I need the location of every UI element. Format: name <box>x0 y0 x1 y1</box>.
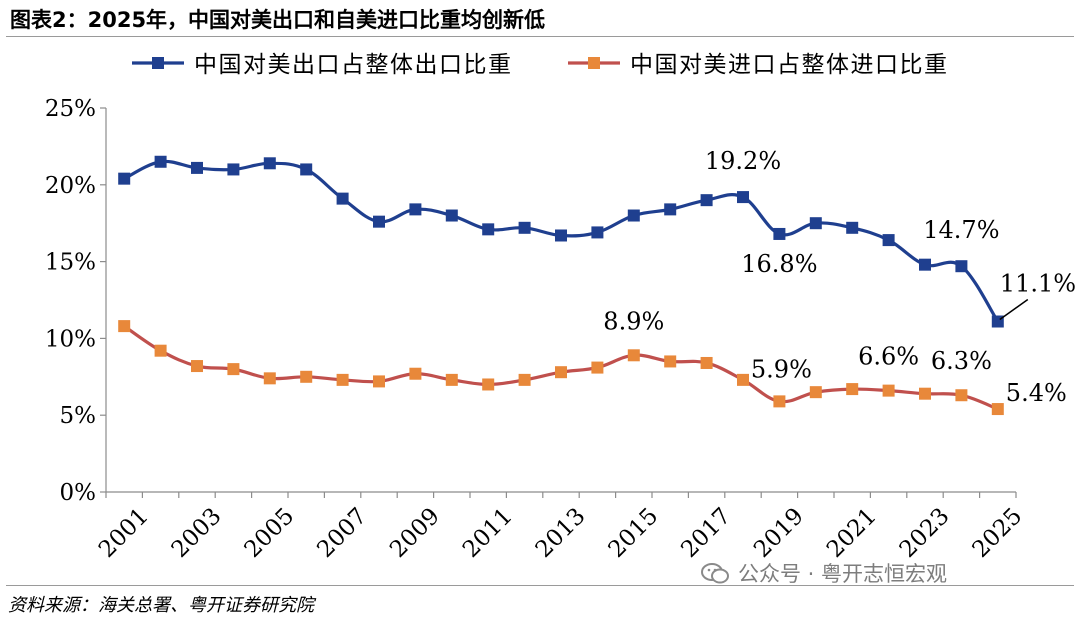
series-2-point <box>227 363 240 376</box>
series-2-point <box>882 384 895 397</box>
watermark-text: 公众号 · 粤开志恒宏观 <box>738 562 948 586</box>
series-1-point <box>664 203 677 216</box>
footer-divider <box>6 585 1074 586</box>
data-label: 5.4% <box>1006 379 1067 407</box>
series-2-point <box>263 372 276 385</box>
series-2-point <box>118 320 131 333</box>
series-2-point <box>591 361 604 374</box>
chart-title: 图表2：2025年，中国对美出口和自美进口比重均创新低 <box>10 8 546 32</box>
series-2-point <box>919 387 931 400</box>
x-tick-label: 2023 <box>895 503 955 563</box>
series-2-point <box>627 349 640 362</box>
series-1-point <box>955 260 968 273</box>
data-label: 5.9% <box>751 355 812 383</box>
data-label: 6.3% <box>931 347 992 375</box>
series-2-point <box>191 360 203 373</box>
series-2-point <box>555 366 567 379</box>
y-tick-label: 20% <box>45 173 96 199</box>
series-2-point <box>300 370 313 383</box>
series-1-point <box>846 221 859 234</box>
series-1-point <box>737 191 749 204</box>
series-1-point <box>227 163 240 176</box>
series-1-point <box>263 157 276 170</box>
x-tick-label: 2013 <box>531 503 591 563</box>
y-tick-label: 10% <box>45 326 96 352</box>
data-label: 19.2% <box>705 147 781 175</box>
series-2-point <box>373 375 385 388</box>
series-1-point <box>627 209 640 222</box>
line-chart: 0% 5% 10% 15% 20% 25% 2001 2003 2005 2007 2009 2011… <box>45 52 1076 563</box>
series-2-point <box>955 389 968 402</box>
series-1-point <box>154 155 167 168</box>
series-2-point <box>482 378 495 391</box>
series-1-point <box>300 163 313 176</box>
legend-label-2: 中国对美进口占整体进口比重 <box>630 52 949 78</box>
series-1-point <box>809 217 822 230</box>
data-label: 16.8% <box>741 250 817 278</box>
x-tick-label: 2011 <box>458 503 518 563</box>
series-2-point <box>409 367 422 380</box>
series-2-point <box>445 373 458 386</box>
y-tick-label: 5% <box>60 403 97 429</box>
annotation-leader <box>999 298 1029 321</box>
series-1-point <box>191 161 203 174</box>
data-label: 11.1% <box>1000 270 1076 298</box>
x-tick-label: 2015 <box>604 503 664 563</box>
series-1-point <box>445 209 458 222</box>
y-tick-label: 15% <box>45 250 96 276</box>
series-1-point <box>591 226 604 239</box>
series-2-point <box>773 395 786 408</box>
y-tick-label: 25% <box>45 96 96 122</box>
x-tick-label: 2001 <box>94 503 154 563</box>
wechat-icon <box>701 563 729 584</box>
watermark: 公众号 · 粤开志恒宏观 <box>700 558 947 588</box>
legend-label-1: 中国对美出口占整体出口比重 <box>194 52 513 78</box>
x-tick-label: 2003 <box>167 503 227 563</box>
x-tick-label: 2021 <box>822 503 882 563</box>
series-2-point <box>809 386 822 399</box>
series-1-point <box>700 194 713 207</box>
x-tick-label: 2025 <box>968 503 1028 563</box>
series-2-point <box>737 373 749 386</box>
y-tick-label: 0% <box>60 480 97 506</box>
series-1-point <box>555 229 567 242</box>
series-2-point <box>991 403 1004 416</box>
legend-marker-2 <box>588 57 600 69</box>
legend-marker-1 <box>152 57 164 69</box>
data-label: 8.9% <box>603 307 664 335</box>
series-1-point <box>919 258 931 271</box>
series-1-point <box>336 192 349 205</box>
x-tick-label: 2007 <box>312 503 372 563</box>
source-note: 资料来源：海关总署、粤开证券研究院 <box>8 595 314 616</box>
series-2-point <box>664 355 677 368</box>
data-label: 14.7% <box>923 216 999 244</box>
x-tick-label: 2019 <box>749 503 809 563</box>
series-1-point <box>373 215 385 228</box>
series-2-point <box>336 373 349 386</box>
series-1-point <box>882 234 895 247</box>
title-divider <box>6 36 1074 37</box>
series-1-point <box>518 221 531 234</box>
series-1-point <box>773 227 786 240</box>
x-tick-label: 2005 <box>240 503 300 563</box>
series-2-point <box>518 373 531 386</box>
series-1-point <box>118 172 131 185</box>
series-2-point <box>846 383 859 396</box>
data-label: 6.6% <box>858 343 919 371</box>
x-tick-label: 2017 <box>676 503 736 563</box>
series-2-point <box>154 344 167 357</box>
x-tick-label: 2009 <box>385 503 445 563</box>
series-1-point <box>409 203 422 216</box>
series-1-point <box>482 223 495 236</box>
series-2-point <box>700 356 713 369</box>
